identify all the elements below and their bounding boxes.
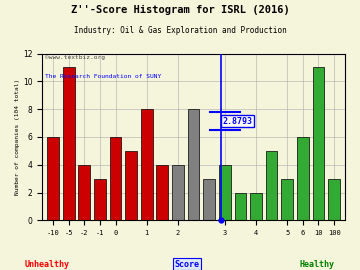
Bar [78,165,90,220]
Text: Healthy: Healthy [299,260,334,269]
Bar [157,165,168,220]
Text: Unhealthy: Unhealthy [24,260,69,269]
Bar [328,179,340,220]
Bar [188,109,199,220]
Text: Industry: Oil & Gas Exploration and Production: Industry: Oil & Gas Exploration and Prod… [74,26,286,35]
Text: The Research Foundation of SUNY: The Research Foundation of SUNY [45,74,161,79]
Bar [172,165,184,220]
Bar [219,165,231,220]
Bar [282,179,293,220]
Bar [297,137,309,220]
Text: ©www.textbiz.org: ©www.textbiz.org [45,55,105,60]
Bar [141,109,153,220]
Bar [203,179,215,220]
Bar [47,137,59,220]
Y-axis label: Number of companies (104 total): Number of companies (104 total) [15,79,20,195]
Bar [235,193,246,220]
Bar [312,68,324,220]
Text: 2.8793: 2.8793 [222,117,253,126]
Bar [266,151,278,220]
Text: Score: Score [175,260,200,269]
Bar [110,137,121,220]
Bar [63,68,75,220]
Bar [125,151,137,220]
Bar [94,179,106,220]
Text: Z''-Score Histogram for ISRL (2016): Z''-Score Histogram for ISRL (2016) [71,5,289,15]
Bar [250,193,262,220]
